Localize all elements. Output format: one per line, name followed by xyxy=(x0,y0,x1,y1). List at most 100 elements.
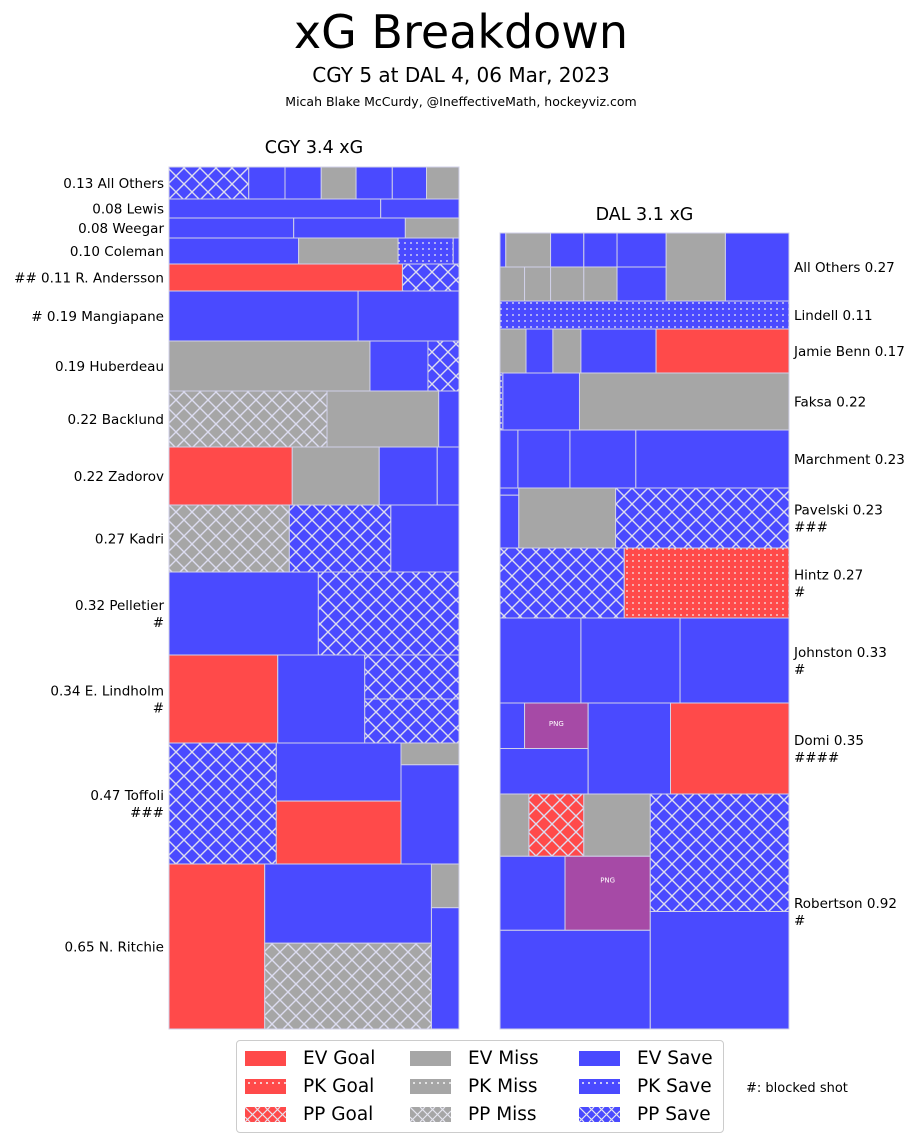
shot-cell-ev-miss xyxy=(524,266,552,302)
shot-cell-ev-goal xyxy=(168,654,279,744)
player-row: All Others 0.27 xyxy=(499,232,895,302)
shot-cell-pp-save xyxy=(317,571,460,656)
credit-line: Micah Blake McCurdy, @IneffectiveMath, h… xyxy=(285,94,637,109)
legend-swatch xyxy=(245,1078,286,1094)
shot-cell-pk-save xyxy=(397,237,454,265)
shot-cell-ev-miss xyxy=(552,328,582,374)
shot-cell-ev-miss xyxy=(430,863,460,909)
shot-cell-ev-save xyxy=(436,446,460,506)
shot-cell-ev-miss xyxy=(168,340,371,392)
shot-cell-ev-save xyxy=(284,166,322,200)
shot-cell-pp-save xyxy=(364,654,460,700)
shot-cell-ev-save xyxy=(635,429,790,489)
penalty-label: PNG xyxy=(600,876,615,884)
legend-item: PK Goal xyxy=(245,1074,374,1098)
shot-cell-ev-save xyxy=(499,855,566,931)
shot-cell-ev-save xyxy=(380,198,460,219)
shot-cell-ev-goal xyxy=(670,702,790,795)
legend-item: EV Goal xyxy=(245,1046,375,1070)
player-label: Johnston 0.33 # xyxy=(793,645,887,678)
player-label: 0.65 N. Ritchie xyxy=(65,940,165,956)
player-row: 0.65 N. Ritchie xyxy=(65,863,460,1030)
player-row: Hintz 0.27 # xyxy=(499,547,863,619)
shot-cell-pp-miss xyxy=(168,504,290,573)
shot-cell-ev-goal xyxy=(168,263,403,292)
player-label: 0.08 Lewis xyxy=(92,202,164,218)
legend: EV Goal PK Goal PP Goal EV Miss PK Miss PP Mi… xyxy=(236,1040,724,1133)
player-label: Lindell 0.11 xyxy=(794,308,873,324)
shot-cell-ev-save xyxy=(580,617,681,704)
shot-cell-ev-save xyxy=(550,232,585,268)
shot-cell-ev-miss xyxy=(583,793,651,857)
shot-cell-ev-save xyxy=(452,237,460,265)
player-label: 0.27 Kadri xyxy=(95,532,164,548)
player-label: 0.19 Huberdeau xyxy=(55,359,164,375)
player-row: 0.32 Pelletier # xyxy=(75,571,460,656)
legend-label: PP Miss xyxy=(468,1103,537,1125)
player-label: 0.22 Backlund xyxy=(67,412,164,428)
shot-cell-ev-save xyxy=(569,429,637,489)
player-label: Pavelski 0.23 ### xyxy=(794,503,883,536)
legend-label: EV Save xyxy=(637,1047,713,1069)
legend-swatch xyxy=(410,1106,451,1122)
legend-swatch xyxy=(245,1106,286,1122)
shot-cell-ev-goal xyxy=(168,863,266,1030)
chart-title: xG Breakdown xyxy=(293,5,629,59)
shot-cell-pp-miss xyxy=(168,390,328,448)
legend-item: PP Miss xyxy=(410,1102,537,1126)
shot-cell-pp-save xyxy=(168,742,277,865)
player-row: 0.22 Zadorov xyxy=(74,446,460,506)
player-row: 0.34 E. Lindholm # xyxy=(50,654,460,744)
shot-cell-pp-save xyxy=(401,263,460,292)
shot-cell-ev-save xyxy=(168,217,295,239)
legend-item: EV Miss xyxy=(410,1046,539,1070)
legend-item: PK Save xyxy=(579,1074,712,1098)
player-label: 0.22 Zadorov xyxy=(74,469,164,485)
player-label: 0.10 Coleman xyxy=(70,244,164,260)
legend-label: PK Save xyxy=(637,1075,712,1097)
shot-cell-ev-save xyxy=(168,237,300,265)
shot-cell-ev-save xyxy=(502,372,580,431)
shot-cell-ev-save xyxy=(499,617,582,704)
player-label: All Others 0.27 xyxy=(794,260,895,276)
shot-cell-pp-save xyxy=(364,698,460,744)
shot-cell-ev-save xyxy=(275,742,402,802)
player-label: Hintz 0.27 # xyxy=(794,568,863,601)
shot-cell-ev-save xyxy=(580,328,657,374)
shot-cell-ev-save xyxy=(248,166,286,200)
player-row: ## 0.11 R. Andersson xyxy=(14,263,460,292)
legend-label: EV Goal xyxy=(303,1047,376,1069)
shot-cell-ev-miss xyxy=(298,237,399,265)
shot-cell-ev-miss xyxy=(578,372,790,431)
shot-cell-ev-miss xyxy=(326,390,440,448)
legend-swatch xyxy=(579,1106,620,1122)
legend-swatch xyxy=(579,1050,620,1066)
shot-cell-pp-save xyxy=(499,547,625,619)
legend-label: PK Miss xyxy=(468,1075,538,1097)
player-row: Jamie Benn 0.17 xyxy=(499,328,905,374)
shot-cell-pp-save xyxy=(288,504,392,573)
legend-label: PP Goal xyxy=(303,1103,374,1125)
player-label: Domi 0.35 #### xyxy=(794,733,864,766)
shot-cell-ev-goal xyxy=(168,446,293,506)
shot-cell-ev-save xyxy=(499,748,589,795)
legend-swatch xyxy=(245,1050,286,1066)
shot-cell-ev-save xyxy=(168,198,382,219)
game-subtitle: CGY 5 at DAL 4, 06 Mar, 2023 xyxy=(312,63,610,87)
shot-cell-ev-save xyxy=(616,232,667,268)
shot-cell-ev-save xyxy=(168,571,319,656)
shot-cell-ev-save xyxy=(378,446,438,506)
shot-cell-ev-save xyxy=(724,232,790,302)
shot-cell-ev-save xyxy=(616,266,667,302)
player-row: Pavelski 0.23 ### xyxy=(499,487,883,549)
shot-cell-ev-save xyxy=(583,232,618,268)
player-label: ## 0.11 R. Andersson xyxy=(14,271,164,287)
shot-cell-pp-goal xyxy=(528,793,585,857)
shot-cell-ev-save xyxy=(277,654,366,744)
shot-cell-ev-save xyxy=(499,929,651,1030)
shot-cell-pp-save xyxy=(168,166,250,200)
legend-item: EV Save xyxy=(579,1046,713,1070)
legend-item: PP Save xyxy=(579,1102,711,1126)
player-label: Jamie Benn 0.17 xyxy=(793,344,905,360)
shot-cell-pk-goal xyxy=(623,547,790,619)
